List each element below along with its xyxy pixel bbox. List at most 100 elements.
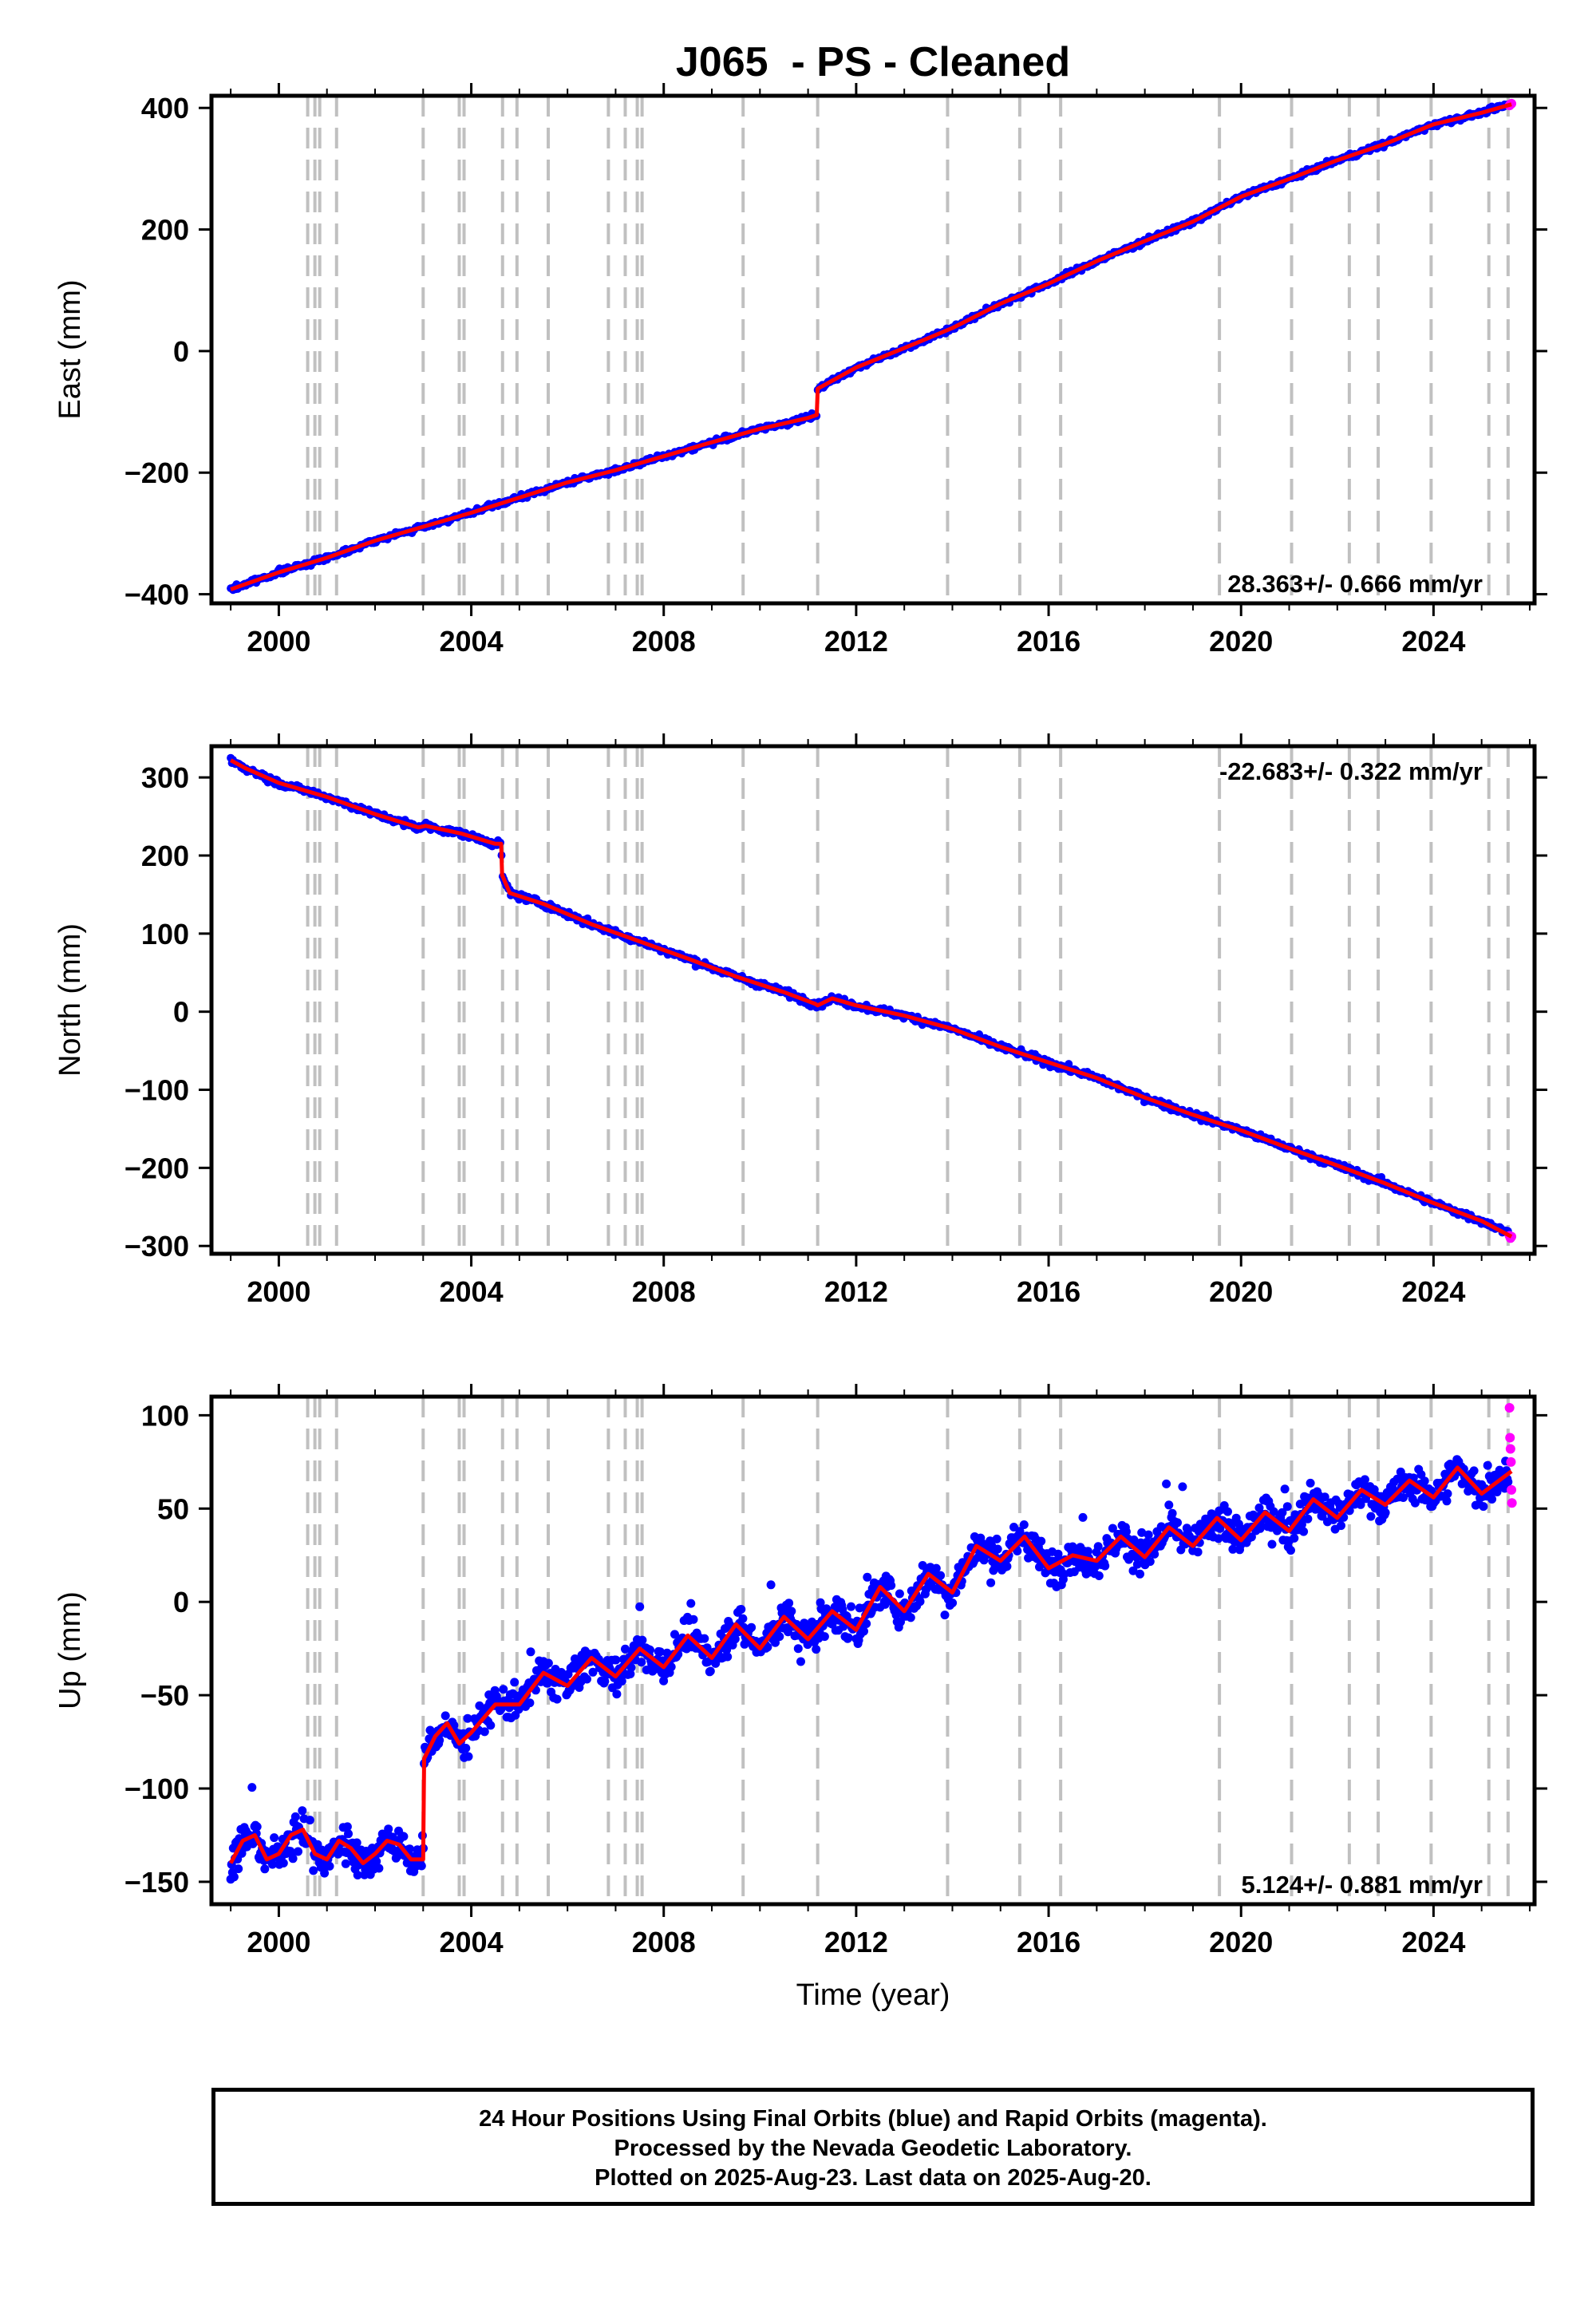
final-point	[646, 1645, 654, 1654]
final-point	[1083, 1547, 1092, 1556]
final-point	[763, 1642, 772, 1652]
y-tick-label: 100	[141, 1399, 189, 1432]
final-point	[1381, 1508, 1390, 1517]
final-point	[686, 1599, 696, 1608]
y-tick-label: 300	[141, 761, 189, 794]
y-tick-label: −50	[140, 1679, 189, 1712]
final-point	[626, 1670, 635, 1678]
final-point	[1150, 1549, 1159, 1559]
final-point	[992, 1534, 1001, 1543]
final-point	[705, 1666, 715, 1676]
final-point	[1286, 1546, 1295, 1555]
final-point	[1487, 1495, 1497, 1504]
final-point	[1223, 1507, 1232, 1516]
final-point	[1290, 1533, 1299, 1543]
final-point	[405, 1844, 414, 1854]
final-point	[270, 1833, 279, 1843]
final-point	[1479, 1502, 1488, 1512]
final-point	[936, 1571, 946, 1580]
final-points	[227, 98, 1517, 595]
footer-line-3: Plotted on 2025-Aug-23. Last data on 202…	[595, 2165, 1152, 2191]
final-point	[342, 1822, 352, 1832]
final-point	[571, 1654, 579, 1663]
final-point	[583, 1674, 591, 1684]
rapid-point	[1504, 1403, 1515, 1413]
final-point	[1416, 1470, 1426, 1480]
final-point	[1442, 1496, 1452, 1506]
final-point	[288, 1854, 298, 1863]
y-tick-label: 0	[173, 335, 189, 368]
rapid-point	[1505, 1444, 1515, 1454]
final-point	[887, 1581, 896, 1591]
figure-title: J065 - PS - Cleaned	[676, 39, 1070, 85]
y-tick-label: −150	[124, 1866, 189, 1899]
y-tick-label: 200	[141, 214, 189, 247]
final-point	[499, 1685, 508, 1694]
final-point	[1360, 1475, 1369, 1484]
final-point	[267, 1860, 277, 1869]
final-point	[344, 1829, 353, 1839]
final-point	[1228, 1544, 1238, 1554]
final-point	[1162, 1479, 1171, 1488]
y-tick-label: 0	[173, 1586, 189, 1618]
final-point	[1019, 1520, 1029, 1529]
final-point	[588, 1667, 598, 1677]
final-point	[711, 1658, 721, 1668]
final-point	[635, 1602, 645, 1611]
final-point	[775, 1632, 784, 1642]
final-point	[325, 1861, 334, 1871]
final-point	[352, 1838, 361, 1848]
final-point	[1121, 1527, 1131, 1536]
final-point	[1167, 1508, 1177, 1518]
final-point	[793, 1644, 803, 1654]
final-point	[1128, 1566, 1138, 1575]
y-tick-label: −100	[124, 1773, 189, 1805]
final-point	[1483, 1460, 1492, 1470]
y-tick-label: 0	[173, 996, 189, 1029]
final-point	[666, 1662, 676, 1672]
final-point	[843, 1633, 853, 1642]
y-tick-label: −200	[124, 456, 189, 489]
footer-line-1: 24 Hour Positions Using Final Orbits (bl…	[479, 2106, 1267, 2132]
final-point	[822, 1604, 832, 1614]
final-point	[309, 1866, 318, 1875]
final-point	[341, 1859, 350, 1868]
final-point	[766, 1580, 776, 1590]
final-point	[1443, 1489, 1452, 1499]
final-point	[626, 1663, 636, 1672]
final-point	[931, 1563, 941, 1573]
rapid-point	[1507, 1498, 1517, 1508]
y-axis-label: Up (mm)	[53, 1591, 87, 1709]
final-point	[475, 1701, 484, 1710]
footer-note: 24 Hour Positions Using Final Orbits (bl…	[211, 2088, 1535, 2206]
final-point	[435, 1736, 444, 1745]
final-point	[1282, 1502, 1292, 1512]
final-point	[948, 1599, 958, 1607]
final-point	[1410, 1498, 1420, 1508]
final-point	[1303, 1514, 1313, 1524]
x-tick-label: 2012	[824, 1926, 888, 1958]
final-point	[1299, 1527, 1309, 1536]
y-tick-label: 50	[157, 1492, 189, 1525]
up-panel: 2000 2004 2008 2012 2016 2020 2024 −150 −100 −50 0…	[53, 1384, 1547, 1958]
final-point	[252, 1822, 262, 1832]
final-point	[298, 1806, 307, 1816]
y-tick-label: 400	[141, 92, 189, 124]
final-point	[611, 1655, 621, 1665]
x-tick-label: 2020	[1209, 1926, 1273, 1958]
final-point	[689, 1614, 698, 1624]
y-axis-label: East (mm)	[53, 279, 87, 419]
final-point	[1078, 1512, 1088, 1522]
final-points	[226, 1403, 1517, 1884]
final-point	[480, 1727, 489, 1737]
final-point	[1420, 1476, 1429, 1486]
x-tick-label: 2004	[440, 1926, 504, 1958]
y-tick-label: 200	[141, 840, 189, 872]
final-point	[847, 1602, 855, 1611]
final-point	[915, 1597, 925, 1607]
y-tick-label: −400	[124, 579, 189, 611]
x-tick-label: 2024	[1401, 1926, 1465, 1958]
x-tick-label: 2020	[1209, 625, 1273, 658]
model-line	[230, 102, 1512, 591]
final-point	[986, 1578, 996, 1587]
